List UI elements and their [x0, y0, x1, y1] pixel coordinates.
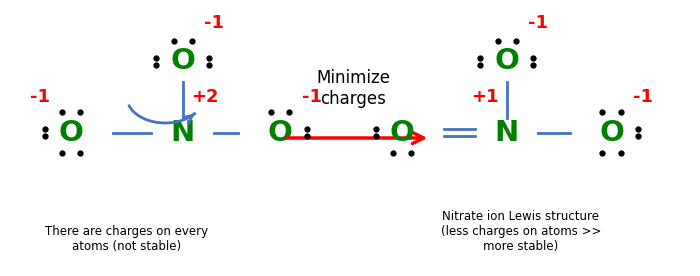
Text: +1: +1 — [471, 88, 498, 106]
Text: O: O — [268, 118, 293, 147]
Text: Nitrate ion Lewis structure
(less charges on atoms >>
more stable): Nitrate ion Lewis structure (less charge… — [440, 210, 601, 253]
Text: N: N — [495, 118, 519, 147]
Text: -1: -1 — [204, 14, 224, 32]
Text: +2: +2 — [191, 88, 218, 106]
Text: Minimize
charges: Minimize charges — [316, 70, 391, 108]
Text: N: N — [171, 118, 195, 147]
Text: O: O — [390, 118, 414, 147]
Text: -1: -1 — [528, 14, 548, 32]
Text: -1: -1 — [29, 88, 50, 106]
Text: O: O — [494, 47, 519, 76]
Text: -1: -1 — [633, 88, 653, 106]
Text: O: O — [59, 118, 83, 147]
Text: There are charges on every
atoms (not stable): There are charges on every atoms (not st… — [46, 225, 209, 253]
Text: O: O — [170, 47, 195, 76]
Text: -1: -1 — [302, 88, 322, 106]
Text: O: O — [599, 118, 624, 147]
